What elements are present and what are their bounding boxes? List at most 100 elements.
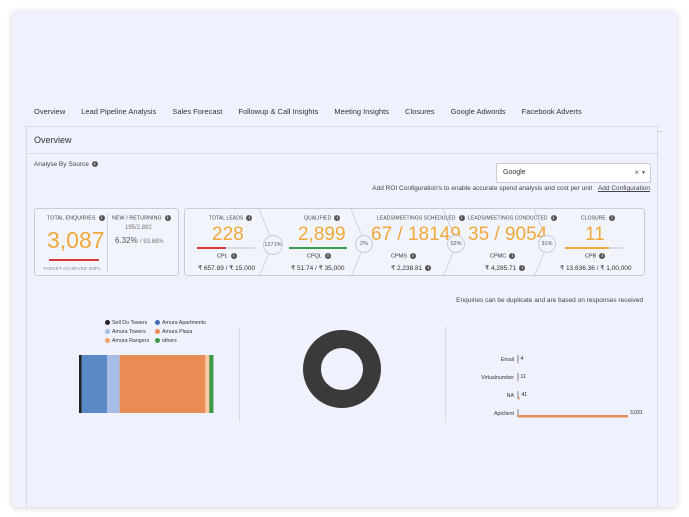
legend-dot (105, 329, 110, 335)
legend-dot (155, 320, 160, 326)
new-pct: 6.32% (115, 236, 138, 245)
hbar-bar[interactable] (518, 361, 519, 364)
info-icon[interactable]: i (334, 215, 341, 221)
legend-amura-rangers: Amura Rangers (105, 338, 149, 344)
target-progress-bar (49, 259, 99, 261)
cpql-label-text: CPQL (307, 253, 322, 260)
donut-ring (303, 330, 381, 408)
closure-label-text: CLOSURE (581, 215, 606, 222)
new-returning-count: 195/2,892 (125, 225, 152, 231)
source-legend: Sell Do Towers Amura Apartments Amura To… (87, 320, 227, 350)
tab-meeting-insights[interactable]: Meeting Insights (334, 107, 390, 116)
cpb-label: CPB i (585, 253, 606, 260)
cpms-value-text: ₹ 2,238.81 (391, 265, 423, 272)
conversion-badge-1: 1271% (263, 235, 283, 255)
divider (445, 327, 446, 422)
cpl-label: CPL i (217, 253, 237, 259)
cpms-label-text: CPMS (391, 253, 407, 260)
legend-label: others (162, 338, 177, 344)
stacked-segment-light[interactable] (205, 355, 210, 413)
leads-conducted-label-text: LEADS/MEETINGS CONDUCTED (468, 215, 548, 222)
hbar-value-label: 11 (521, 374, 526, 380)
info-icon[interactable]: i (550, 215, 557, 221)
cpql-label: CPQL i (307, 253, 331, 259)
qualified-bar-fill (289, 247, 347, 249)
hbar-bar[interactable] (518, 397, 520, 400)
conversion-badge-2: 2% (355, 235, 373, 253)
total-leads-value: 228 (212, 224, 244, 245)
legend-others: others (155, 338, 177, 344)
info-icon[interactable]: i (98, 215, 105, 221)
info-icon[interactable]: i (425, 265, 432, 272)
info-icon[interactable]: i (458, 215, 465, 221)
leads-conducted-label: LEADS/MEETINGS CONDUCTED i (468, 215, 557, 221)
info-icon[interactable]: i (230, 253, 237, 259)
hbar-bar[interactable] (518, 415, 628, 418)
legend-sell-do-towers: Sell Do Towers (105, 320, 147, 326)
add-configuration-link[interactable]: Add Configuration (597, 185, 650, 192)
total-enquiries-value: 3,087 (47, 227, 105, 253)
chevron-down-icon[interactable]: ▼ (641, 170, 646, 176)
donut-chart (303, 330, 381, 408)
tab-followup-call-insights[interactable]: Followup & Call Insights (238, 107, 319, 116)
hbar-value-label: 4 (521, 356, 524, 362)
qualified-label-text: QUALIFIED (304, 215, 332, 222)
legend-dot (105, 338, 110, 344)
info-icon[interactable]: i (599, 253, 606, 259)
cpmc-value: ₹ 4,285.71 i (485, 264, 526, 272)
hbar-bar[interactable] (518, 379, 519, 382)
info-icon[interactable]: i (608, 215, 615, 221)
source-horizontal-bar-chart: Email 4 Virtualnumber 11 NA 41 Apiclient 3,031 (481, 355, 643, 418)
cpmc-label-text: CPMC (490, 253, 507, 260)
info-icon[interactable]: i (519, 265, 526, 272)
cpl-value: ₹ 657.89 / ₹ 15,000 (198, 265, 256, 272)
tab-lead-pipeline-analysis[interactable]: Lead Pipeline Analysis (81, 107, 157, 116)
legend-label: Amura Rangers (112, 338, 150, 344)
funnel-card: TOTAL LEADS i 228 CPL i ₹ 657.89 / ₹ 15,00… (184, 208, 645, 277)
closure-label: CLOSURE i (581, 215, 615, 221)
hbar-category-label: Email (501, 357, 514, 363)
legend-dot (155, 329, 160, 335)
info-icon[interactable]: i (324, 253, 331, 259)
source-stacked-bar-chart (79, 355, 214, 413)
target-achieved-text: TARGET ACHIEVED 308% (43, 266, 101, 271)
cpmc-label: CPMC i (490, 253, 516, 260)
clear-icon[interactable]: × (634, 168, 639, 177)
total-leads-label-text: TOTAL LEADS (209, 215, 244, 222)
tab-sales-forecast[interactable]: Sales Forecast (172, 107, 223, 116)
tab-closures[interactable]: Closures (405, 107, 435, 116)
stacked-segment-amura-plaza[interactable] (119, 355, 210, 413)
stacked-segment-amura-towers[interactable] (81, 355, 107, 413)
legend-label: Sell Do Towers (112, 320, 148, 326)
cpb-label-text: CPB (585, 253, 597, 260)
source-select[interactable]: Google × ▼ (496, 163, 651, 183)
info-icon[interactable]: i (164, 215, 171, 221)
analyse-by-source-label: Analyse By Source i (34, 161, 98, 168)
total-leads-label: TOTAL LEADS i (209, 215, 253, 222)
divider (239, 327, 240, 422)
legend-amura-apartments: Amura Apartments (155, 320, 206, 326)
conversion-badge-4: 31% (538, 235, 556, 253)
source-select-value: Google (503, 169, 526, 176)
tab-google-adwords[interactable]: Google Adwords (450, 107, 506, 116)
stacked-segment-amura-rangers[interactable] (107, 355, 120, 413)
info-icon[interactable]: i (246, 215, 253, 221)
qualified-bar-track (289, 247, 347, 249)
tab-facebook-adverts[interactable]: Facebook Adverts (521, 107, 582, 116)
conversion-badge-3: 52% (447, 235, 465, 253)
total-leads-bar-track (197, 247, 255, 249)
legend-label: Amura Apartments (162, 320, 206, 326)
stacked-segment-sell-do-towers[interactable] (79, 355, 82, 413)
hbar-category-label: NA (507, 393, 515, 399)
roi-text: Add ROI Configuration's to enable accura… (372, 185, 593, 192)
cpl-label-text: CPL (217, 253, 228, 260)
qualified-value: 2,899 (298, 224, 346, 245)
panel-title: Overview (27, 127, 657, 154)
leads-scheduled-value: 67 / 18149 (371, 224, 461, 245)
hbar-value-label: 3,031 (630, 410, 643, 416)
info-icon[interactable]: i (509, 253, 516, 259)
stacked-segment-others[interactable] (209, 355, 214, 413)
info-icon[interactable]: i (91, 161, 98, 168)
info-icon[interactable]: i (409, 253, 416, 259)
overview-panel: Overview Analyse By Source i Google × ▼ A… (26, 126, 658, 507)
